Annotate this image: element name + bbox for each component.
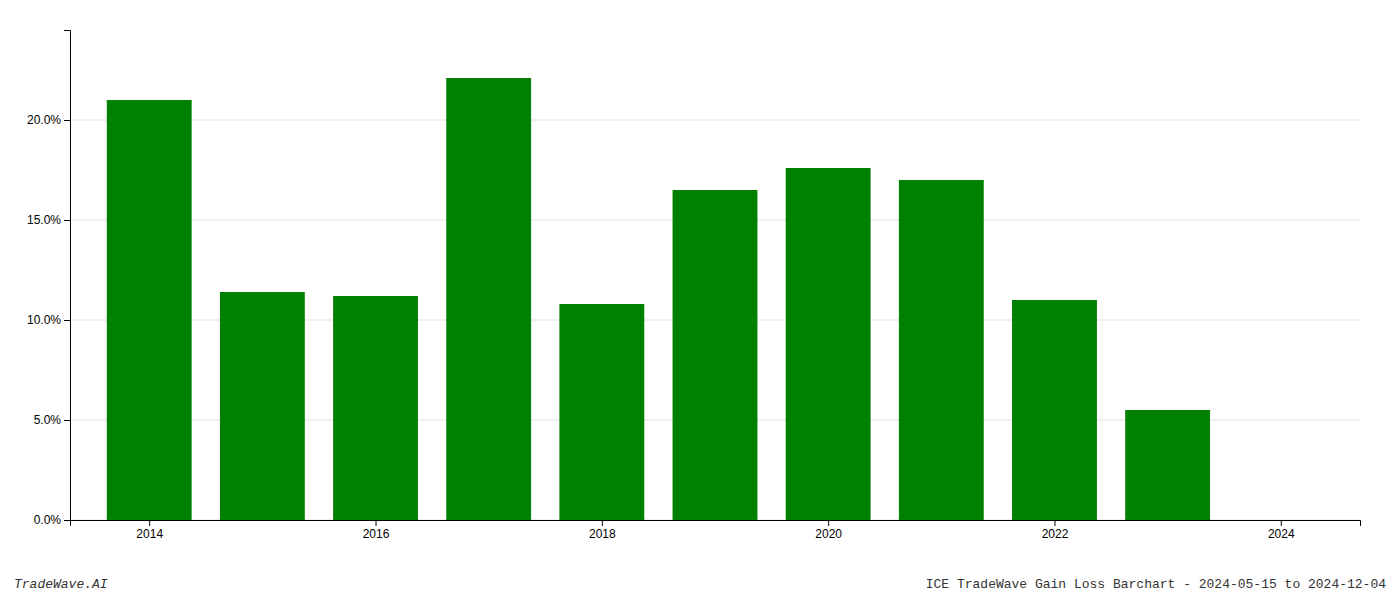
y-tick-mark	[64, 520, 70, 521]
plot-area: 2014 2016 2018 2020 2022 2024 0.0% 5.0% 10.0% 15.…	[27, 31, 1361, 541]
y-tick-mark	[64, 120, 70, 121]
bar	[1012, 300, 1097, 520]
x-tick-label: 2014	[136, 527, 163, 541]
y-tick: 20.0%	[27, 113, 70, 127]
bar	[673, 190, 758, 520]
footer: TradeWave.AI ICE TradeWave Gain Loss Barc…	[14, 577, 1386, 592]
x-tick-mark	[828, 520, 829, 526]
y-tick: 0.0%	[34, 513, 70, 527]
y-tick-label: 0.0%	[34, 513, 62, 527]
x-tick-label: 2024	[1268, 527, 1295, 541]
y-tick-mark	[64, 420, 70, 421]
x-tick-mark	[376, 520, 377, 526]
x-tick-mark	[1281, 520, 1282, 526]
y-tick-label: 10.0%	[27, 313, 61, 327]
footer-left: TradeWave.AI	[14, 577, 108, 592]
y-tick: 10.0%	[27, 313, 70, 327]
chart-svg: 2014 2016 2018 2020 2022 2024 0.0% 5.0% 10.0% 15.…	[0, 0, 1400, 600]
x-tick-mark	[1054, 520, 1055, 526]
x-tick: 2020	[815, 520, 842, 541]
bar	[107, 100, 192, 520]
x-axis: 2014 2016 2018 2020 2022 2024	[71, 520, 1361, 541]
bars	[107, 78, 1210, 520]
bar	[1125, 410, 1210, 520]
x-tick: 2016	[363, 520, 390, 541]
y-tick: 5.0%	[34, 413, 70, 427]
bar	[220, 292, 305, 520]
x-tick-label: 2022	[1042, 527, 1069, 541]
y-tick-label: 20.0%	[27, 113, 61, 127]
bar	[446, 78, 531, 520]
y-tick-label: 5.0%	[34, 413, 62, 427]
bar	[559, 304, 644, 520]
grid	[70, 120, 1360, 520]
x-tick: 2018	[589, 520, 616, 541]
x-tick-label: 2016	[363, 527, 390, 541]
x-tick-mark	[602, 520, 603, 526]
x-axis-line	[71, 521, 1361, 527]
bar	[786, 168, 871, 520]
y-tick: 15.0%	[27, 213, 70, 227]
x-tick: 2014	[136, 520, 163, 541]
grid-line	[70, 120, 1360, 121]
chart-container: 2014 2016 2018 2020 2022 2024 0.0% 5.0% 10.0% 15.…	[0, 0, 1400, 600]
y-axis-line	[64, 31, 71, 521]
x-tick-label: 2020	[815, 527, 842, 541]
footer-right: ICE TradeWave Gain Loss Barchart - 2024-…	[926, 577, 1386, 592]
bar	[333, 296, 418, 520]
x-tick-mark	[149, 520, 150, 526]
y-tick-mark	[64, 220, 70, 221]
bar	[899, 180, 984, 520]
x-tick: 2024	[1268, 520, 1295, 541]
y-tick-mark	[64, 320, 70, 321]
x-tick: 2022	[1042, 520, 1069, 541]
x-tick-label: 2018	[589, 527, 616, 541]
y-tick-label: 15.0%	[27, 213, 61, 227]
y-axis: 0.0% 5.0% 10.0% 15.0% 20.0%	[27, 31, 71, 528]
